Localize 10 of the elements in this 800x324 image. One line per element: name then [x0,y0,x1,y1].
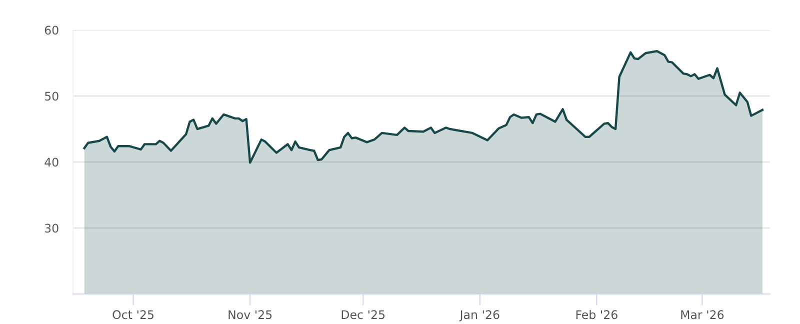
x-tick-label: Mar '26 [681,310,724,320]
y-tick-label: 50 [45,92,58,101]
x-tick-label: Dec '25 [342,310,385,320]
x-tick-label: Nov '25 [228,310,272,320]
y-tick-label: 60 [44,26,58,35]
x-tick-label: Jan '26 [459,310,500,322]
y-tick-label: 40 [44,158,58,167]
y-tick-label: 30 [44,224,58,233]
x-tick-label: Feb '26 [576,310,618,320]
x-tick-label: Oct '25 [112,310,154,320]
